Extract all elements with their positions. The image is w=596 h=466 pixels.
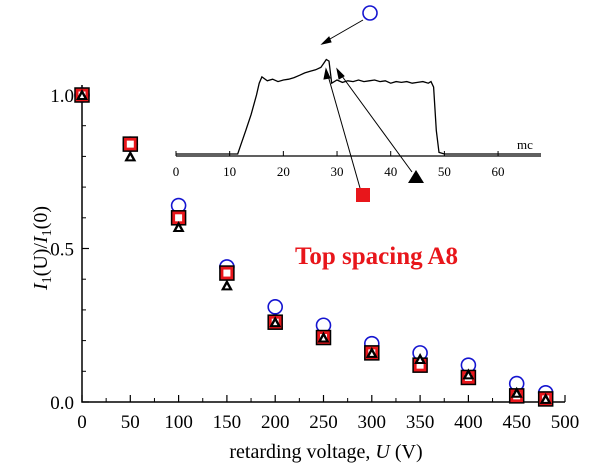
circle-point (267, 299, 284, 315)
x-tick-label: 350 (406, 412, 435, 433)
triangle-point-inner (224, 284, 230, 289)
annotation-arrows (320, 19, 413, 189)
triangle-point-inner (514, 391, 519, 396)
square-point-inner (175, 214, 183, 222)
triangle-point-inner (273, 321, 278, 326)
inset-x-label: mc (517, 137, 533, 152)
inset-trace (176, 58, 541, 155)
x-tick-label: 100 (164, 412, 193, 433)
circle-marker-key (362, 5, 378, 21)
triangle-point-inner (543, 397, 548, 402)
inset-plot: 0 10 20 30 40 50 60 mc (173, 58, 541, 179)
x-tick-label: 150 (213, 412, 242, 433)
square-marker-key (356, 188, 370, 202)
x-axis-title: retarding voltage, U (V) (229, 441, 422, 463)
x-tick-label: 50 (121, 412, 140, 433)
x-tick-label: 0 (77, 412, 87, 433)
annotation-label: Top spacing A8 (295, 243, 458, 270)
square-point-inner (223, 269, 231, 277)
arrow-triangle-head (336, 67, 345, 80)
main-points (74, 87, 554, 407)
triangle-marker-key (408, 170, 424, 183)
inset-x-tick-label: 20 (277, 164, 290, 179)
arrow-square-head (323, 67, 331, 80)
inset-x-tick-label: 10 (223, 164, 236, 179)
inset-x-tick-label: 40 (384, 164, 397, 179)
inset-x-tick-label: 30 (331, 164, 344, 179)
arrow-square (326, 71, 361, 189)
inset-x-tick-label: 0 (173, 164, 180, 179)
y-tick-label: 0.0 (50, 393, 74, 414)
x-tick-label: 300 (358, 412, 387, 433)
arrow-circle-head (320, 36, 332, 45)
triangle-point-inner (466, 373, 471, 378)
triangle-point-inner (417, 358, 423, 363)
inset-tick-labels: 0 10 20 30 40 50 60 (173, 164, 505, 179)
triangle-point-inner (369, 351, 374, 356)
x-tick-label: 400 (454, 412, 483, 433)
square-point-inner (126, 140, 134, 148)
x-tick-label: 500 (551, 412, 580, 433)
x-tick-label: 200 (261, 412, 290, 433)
x-tick-label: 450 (502, 412, 531, 433)
inset-x-tick-label: 50 (438, 164, 451, 179)
y-axis-title: I1(U)/I1(0) (30, 206, 55, 291)
triangle-point-inner (128, 155, 133, 160)
triangle-point-inner (321, 336, 326, 341)
arrow-triangle (338, 71, 413, 173)
x-tick-label: 250 (309, 412, 338, 433)
y-tick-label: 1.0 (50, 86, 74, 107)
y-tick-label: 0.5 (50, 240, 74, 261)
inset-x-tick-label: 60 (492, 164, 505, 179)
triangle-point-inner (79, 94, 85, 98)
triangle-point-inner (176, 226, 181, 231)
square-point-inner (416, 361, 424, 369)
